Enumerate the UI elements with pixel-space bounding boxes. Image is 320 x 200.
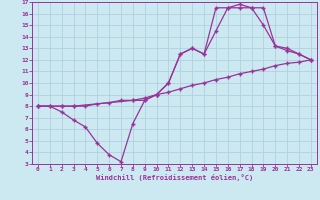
X-axis label: Windchill (Refroidissement éolien,°C): Windchill (Refroidissement éolien,°C) — [96, 174, 253, 181]
